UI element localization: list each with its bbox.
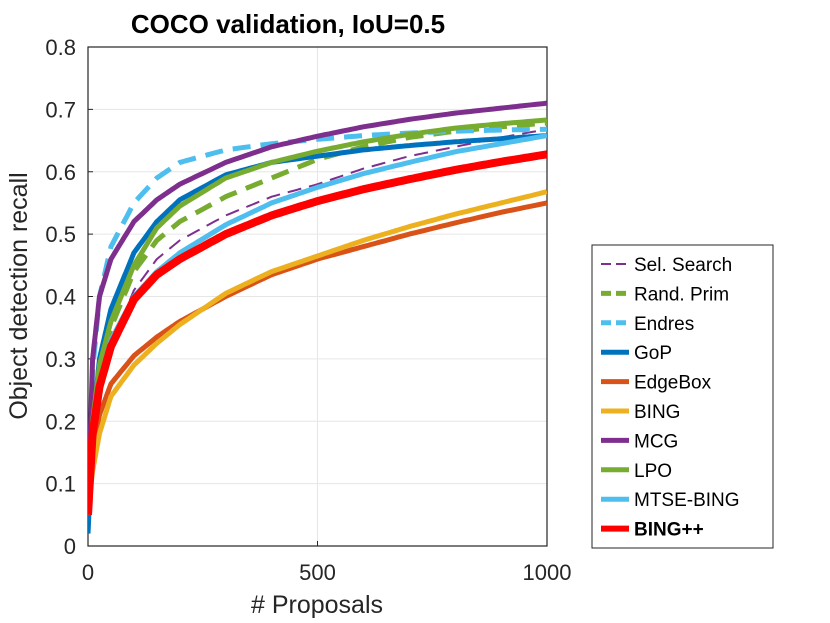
y-tick-label: 0.8 (45, 35, 76, 60)
x-tick-label: 500 (299, 560, 336, 585)
y-tick-label: 0.3 (45, 347, 76, 372)
series-lines (88, 100, 547, 534)
legend-label: BING++ (634, 520, 704, 541)
series-line-bing (88, 189, 547, 509)
series-line-mcg (88, 100, 547, 515)
legend-label: Sel. Search (634, 255, 732, 276)
legend: Sel. Search Rand. Prim Endres GoP EdgeBox BIN… (591, 244, 774, 549)
series-line-edgebox (88, 200, 547, 509)
legend-label: MTSE-BING (634, 490, 740, 511)
y-tick-label: 0 (64, 534, 76, 559)
legend-label: MCG (634, 431, 678, 452)
legend-label: Endres (634, 314, 694, 335)
axis-ticks: 0 500 1000 0 0.1 0.2 0.3 0.4 0.5 0.6 0.7 0.8 (45, 35, 571, 585)
y-tick-label: 0.5 (45, 222, 76, 247)
y-tick-label: 0.1 (45, 472, 76, 497)
legend-label: Rand. Prim (634, 284, 729, 305)
legend-label: BING (634, 402, 680, 423)
y-axis-label: Object detection recall (5, 172, 33, 419)
x-axis-label: # Proposals (251, 591, 383, 619)
y-tick-label: 0.6 (45, 160, 76, 185)
x-tick-label: 0 (82, 560, 94, 585)
legend-label: EdgeBox (634, 373, 712, 394)
y-tick-label: 0.2 (45, 409, 76, 434)
grid (88, 47, 547, 546)
legend-label: GoP (634, 343, 672, 364)
x-tick-label: 1000 (523, 560, 572, 585)
series-line-lpo (88, 117, 547, 515)
y-tick-label: 0.7 (45, 97, 76, 122)
chart-title: COCO validation, IoU=0.5 (131, 9, 445, 39)
series-line-bing- (88, 150, 547, 516)
legend-label: LPO (634, 461, 672, 482)
y-tick-label: 0.4 (45, 285, 76, 310)
